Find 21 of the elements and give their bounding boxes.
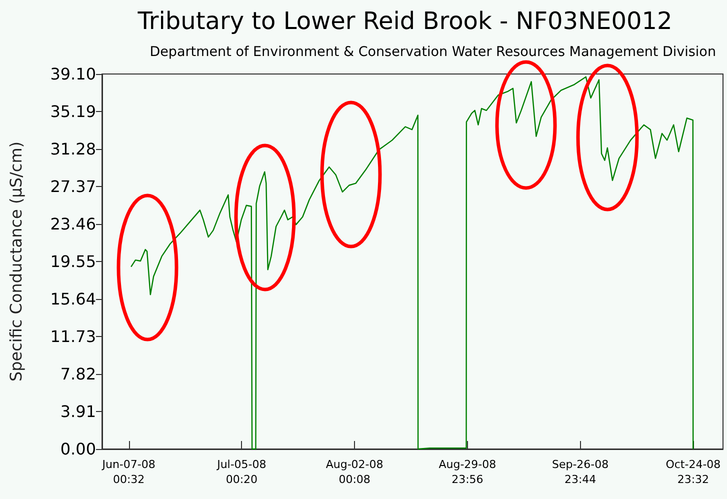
x-tick-label: Aug-29-08 23:56 <box>438 458 496 486</box>
chart-subtitle: Department of Environment & Conservation Water Resources Management Division <box>150 44 716 60</box>
x-tick-label: Aug-02-08 00:08 <box>326 458 384 486</box>
x-tick-label: Oct-24-08 23:32 <box>666 458 721 486</box>
y-tick-label: 11.73 <box>50 327 96 346</box>
x-tick-label: Jun-07-08 00:32 <box>101 458 156 486</box>
y-tick-label: 31.28 <box>50 140 96 158</box>
y-tick-label: 19.55 <box>50 252 96 271</box>
y-tick-label: 0.00 <box>60 440 96 458</box>
y-tick-label: 35.19 <box>50 102 96 121</box>
y-tick-label: 27.37 <box>50 177 96 196</box>
y-tick-label: 3.91 <box>60 402 96 421</box>
chart-title: Tributary to Lower Reid Brook - NF03NE0012 <box>136 7 672 35</box>
y-tick-label: 15.64 <box>50 290 96 308</box>
y-tick-label: 23.46 <box>50 214 96 234</box>
y-tick-label: 39.10 <box>50 64 96 84</box>
y-axis-title: Specific Conductance (µS/cm) <box>6 141 26 382</box>
y-tick-label: 7.82 <box>60 364 96 384</box>
x-tick-label: Jul-05-08 00:20 <box>216 458 266 486</box>
x-tick-label: Sep-26-08 23:44 <box>552 458 609 486</box>
line-series <box>130 76 694 450</box>
